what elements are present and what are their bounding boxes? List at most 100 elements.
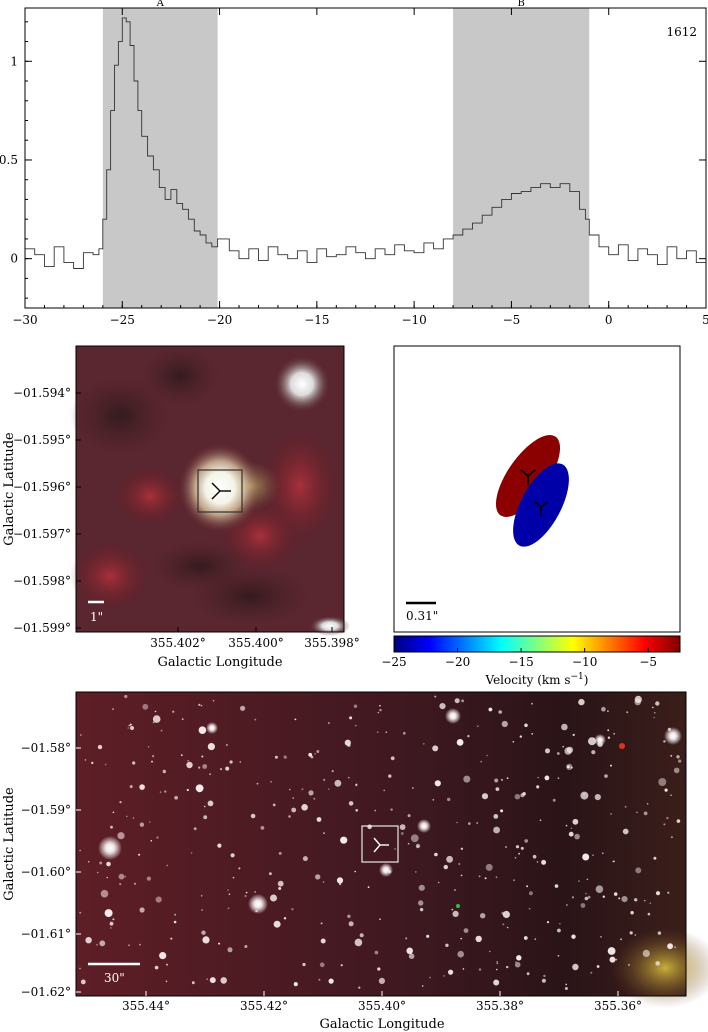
star: [570, 766, 573, 769]
star: [250, 813, 256, 819]
star: [383, 789, 386, 792]
star: [429, 976, 431, 979]
star: [110, 825, 113, 829]
y-tick-label: 0.5: [0, 153, 18, 167]
star: [378, 977, 385, 984]
star: [374, 950, 379, 955]
star: [565, 824, 568, 827]
star: [288, 815, 291, 818]
star: [106, 861, 111, 867]
star: [203, 805, 206, 808]
star: [628, 963, 630, 966]
star: [493, 979, 500, 986]
star: [528, 907, 531, 910]
bright-star: [248, 894, 268, 914]
star: [493, 826, 500, 834]
star: [127, 727, 130, 729]
star: [494, 778, 499, 783]
faint-star: [310, 616, 350, 636]
star: [283, 917, 287, 920]
star: [480, 913, 486, 919]
star: [578, 698, 585, 706]
star: [634, 898, 638, 902]
star: [652, 706, 654, 709]
star: [622, 828, 629, 835]
star: [522, 792, 526, 796]
star: [203, 815, 208, 820]
star: [461, 699, 464, 703]
star: [302, 856, 308, 862]
star: [358, 986, 361, 989]
star: [244, 945, 248, 948]
star: [595, 885, 604, 893]
star: [489, 950, 491, 953]
star: [331, 769, 334, 773]
colorbar-tick-label: −25: [381, 655, 406, 669]
y-tick-label: −01.594°: [13, 386, 71, 400]
star: [434, 695, 437, 698]
star: [238, 867, 241, 870]
star: [374, 809, 377, 812]
star: [119, 883, 122, 886]
star: [495, 787, 500, 791]
y-axis-label: Galactic Latitude: [2, 787, 17, 901]
colorbar-tick-label: −5: [639, 655, 657, 669]
star: [340, 964, 343, 967]
region-label: B: [517, 0, 524, 9]
star: [561, 723, 568, 731]
star: [328, 722, 330, 724]
star: [272, 803, 276, 807]
corner-label: 1612: [666, 25, 697, 39]
star: [209, 977, 216, 984]
star: [615, 958, 618, 961]
colorbar-label: Velocity (km s−1): [485, 672, 589, 687]
star: [166, 963, 168, 966]
star: [126, 815, 128, 818]
star: [173, 920, 177, 924]
star: [526, 885, 529, 888]
star: [206, 978, 208, 980]
star: [506, 777, 509, 779]
star: [110, 927, 112, 929]
star: [277, 880, 284, 887]
star: [520, 846, 524, 850]
star: [160, 729, 163, 732]
star: [283, 755, 287, 759]
star: [294, 718, 297, 721]
star: [610, 764, 612, 767]
star: [254, 891, 256, 893]
velocity-ellipse-panel: 0.31" −25 −20 −15 −10 −5 Velocity (km s−1): [381, 345, 681, 687]
star: [447, 797, 451, 802]
star: [532, 854, 537, 859]
star: [348, 801, 354, 806]
star: [139, 943, 141, 946]
star: [408, 953, 415, 959]
star: [571, 934, 576, 939]
star: [446, 855, 453, 863]
star: [308, 790, 314, 796]
star: [96, 944, 98, 946]
zoom-image-frame: [75, 345, 345, 633]
star: [377, 967, 381, 971]
star: [106, 876, 109, 879]
star: [653, 716, 655, 719]
star: [481, 793, 489, 800]
star: [663, 823, 666, 826]
star: [596, 965, 600, 968]
star: [87, 860, 90, 863]
star: [537, 776, 539, 779]
star: [129, 723, 132, 726]
star: [570, 827, 573, 829]
star: [85, 937, 92, 944]
star: [412, 787, 414, 789]
star: [84, 759, 87, 761]
star: [565, 983, 567, 986]
star: [200, 895, 203, 897]
y-tick-label: 0: [10, 252, 18, 266]
star: [99, 940, 106, 947]
x-tick-label: 355.402°: [150, 636, 206, 650]
star: [148, 821, 151, 823]
colorbar-tick-label: −20: [445, 655, 470, 669]
star: [359, 933, 364, 938]
star: [291, 807, 297, 813]
